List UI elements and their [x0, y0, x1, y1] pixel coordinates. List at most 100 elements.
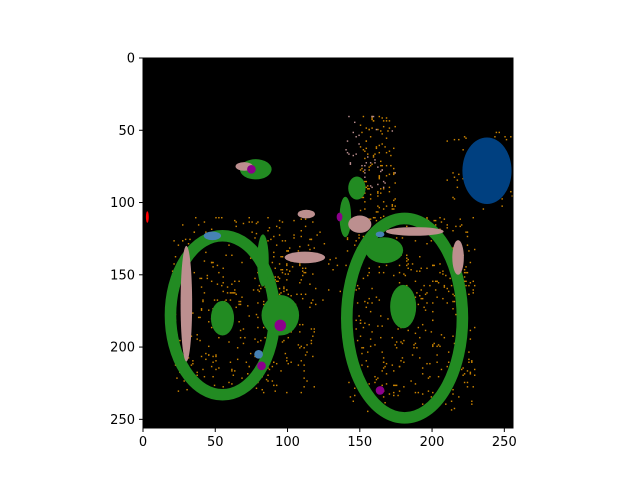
- noise-pixel: [297, 250, 300, 252]
- noise-pixel: [423, 306, 425, 309]
- noise-pixel: [299, 331, 301, 333]
- noise-pixel: [368, 218, 370, 220]
- noise-pixel: [469, 261, 472, 264]
- noise-pixel: [352, 154, 355, 157]
- noise-pixel: [309, 238, 311, 241]
- noise-pixel: [210, 280, 213, 283]
- noise-pixel: [277, 280, 279, 283]
- noise-pixel: [377, 205, 379, 207]
- noise-pixel: [378, 115, 381, 118]
- noise-pixel: [260, 339, 262, 342]
- noise-pixel: [354, 121, 356, 124]
- noise-pixel: [310, 238, 313, 241]
- segment-head-tube: [339, 196, 352, 238]
- noise-pixel: [303, 271, 305, 274]
- noise-pixel: [440, 221, 443, 223]
- noise-pixel: [226, 286, 229, 288]
- noise-pixel: [222, 386, 224, 388]
- noise-pixel: [348, 115, 350, 118]
- noise-pixel: [241, 377, 243, 379]
- noise-pixel: [365, 306, 368, 309]
- noise-pixel: [450, 284, 453, 287]
- noise-pixel: [371, 163, 373, 165]
- noise-pixel: [239, 303, 242, 306]
- noise-pixel: [190, 335, 193, 337]
- noise-pixel: [434, 289, 437, 291]
- noise-pixel: [309, 283, 311, 285]
- noise-pixel: [378, 144, 381, 147]
- noise-pixel: [498, 131, 500, 134]
- noise-pixel: [395, 341, 398, 343]
- noise-pixel: [368, 128, 370, 131]
- noise-pixel: [417, 391, 420, 394]
- noise-pixel: [393, 384, 395, 387]
- noise-pixel: [303, 364, 305, 366]
- noise-pixel: [465, 137, 467, 139]
- noise-pixel: [450, 400, 453, 402]
- noise-pixel: [312, 273, 314, 275]
- noise-pixel: [469, 371, 472, 374]
- noise-pixel: [283, 286, 285, 288]
- noise-pixel: [404, 274, 407, 277]
- noise-pixel: [235, 293, 237, 296]
- noise-pixel: [387, 130, 389, 132]
- noise-pixel: [206, 277, 209, 280]
- noise-pixel: [196, 374, 198, 376]
- noise-pixel: [388, 393, 391, 395]
- noise-pixel: [466, 381, 469, 384]
- noise-pixel: [301, 267, 304, 270]
- noise-pixel: [384, 365, 386, 368]
- noise-pixel: [393, 370, 395, 372]
- noise-pixel: [273, 384, 275, 387]
- noise-pixel: [367, 156, 369, 158]
- noise-pixel: [349, 396, 352, 398]
- noise-pixel: [257, 326, 259, 329]
- noise-pixel: [257, 289, 259, 291]
- noise-pixel: [235, 225, 237, 228]
- noise-pixel: [286, 250, 288, 252]
- noise-pixel: [465, 266, 467, 268]
- noise-pixel: [375, 211, 378, 213]
- noise-pixel: [430, 331, 433, 333]
- noise-pixel: [466, 271, 469, 274]
- noise-pixel: [359, 124, 362, 126]
- segment-highlight: [247, 164, 256, 174]
- noise-pixel: [193, 271, 196, 274]
- noise-pixel: [222, 290, 224, 293]
- noise-pixel: [275, 280, 278, 283]
- noise-pixel: [358, 134, 360, 137]
- noise-pixel: [286, 279, 288, 281]
- y-tick-label: 100: [110, 196, 135, 211]
- noise-pixel: [421, 373, 424, 375]
- noise-pixel: [381, 169, 383, 171]
- noise-pixel: [367, 302, 369, 304]
- noise-pixel: [361, 364, 363, 366]
- segment-frame-outline: [297, 209, 315, 219]
- noise-pixel: [388, 186, 391, 189]
- noise-pixel: [447, 351, 450, 353]
- noise-pixel: [349, 162, 352, 164]
- noise-pixel: [447, 290, 450, 293]
- noise-pixel: [238, 321, 240, 323]
- noise-pixel: [501, 205, 503, 207]
- noise-pixel: [473, 374, 476, 376]
- noise-pixel: [426, 362, 428, 365]
- noise-pixel: [398, 282, 401, 284]
- noise-pixel: [192, 360, 194, 362]
- noise-pixel: [365, 140, 368, 142]
- noise-pixel: [312, 335, 314, 337]
- noise-pixel: [385, 164, 388, 167]
- noise-pixel: [494, 136, 496, 138]
- noise-pixel: [382, 396, 385, 398]
- segment-highlight: [257, 361, 266, 371]
- noise-pixel: [352, 400, 355, 402]
- noise-pixel: [463, 271, 466, 274]
- noise-pixel: [510, 190, 512, 193]
- segment-frame-outline: [180, 245, 193, 362]
- noise-pixel: [287, 250, 289, 252]
- noise-pixel: [377, 325, 379, 327]
- noise-pixel: [420, 289, 422, 291]
- noise-pixel: [248, 315, 250, 317]
- noise-pixel: [364, 192, 366, 194]
- noise-pixel: [384, 182, 386, 184]
